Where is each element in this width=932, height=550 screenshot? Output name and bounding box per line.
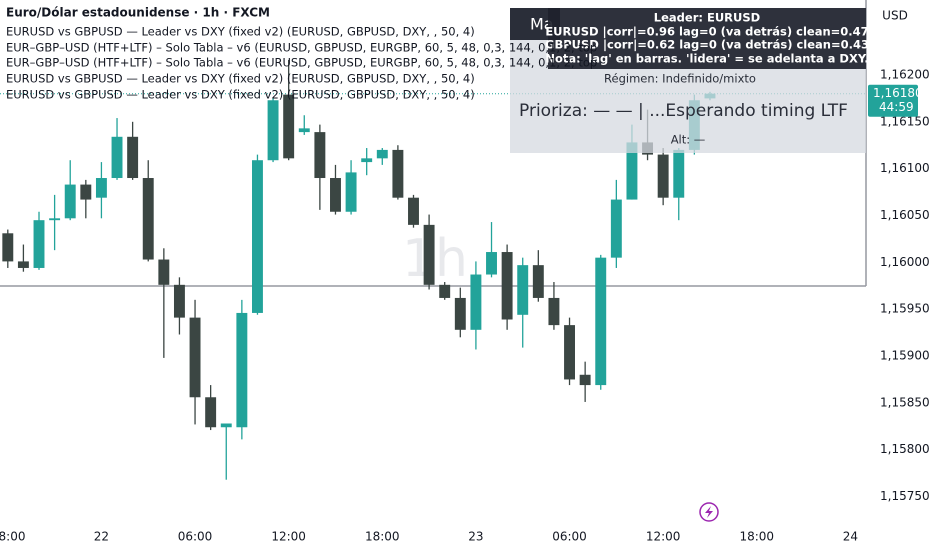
x-tick-label: 24 <box>843 530 858 544</box>
indicator-line: EUR–GBP–USD (HTF+LTF) – Solo Tabla – v6 … <box>6 56 597 70</box>
candle-body <box>173 284 185 318</box>
leader-table <box>548 8 866 69</box>
candle-body <box>501 252 513 320</box>
y-tick-label: 1,15800 <box>880 442 930 456</box>
indicator-line: EURUSD vs GBPUSD — Leader vs DXY (fixed … <box>6 25 475 39</box>
alt: Alt: — <box>671 133 706 147</box>
candle-body <box>127 136 139 179</box>
currency-button[interactable] <box>876 4 914 28</box>
candle-body <box>314 132 326 179</box>
stub-text: Ma <box>530 15 554 34</box>
candle-body <box>189 317 201 398</box>
indicator-line: EURUSD vs GBPUSD — Leader vs DXY (fixed … <box>6 88 475 102</box>
y-tick-label: 1,15950 <box>880 302 930 316</box>
x-tick-label: 06:00 <box>178 530 213 544</box>
y-tick-label: 1,16050 <box>880 208 930 222</box>
y-tick-label: 1,15750 <box>880 489 930 503</box>
overlay: Ma Leader: EURUSD EURUSD |corr|=0.96 lag… <box>510 8 869 153</box>
candle-body <box>298 128 310 133</box>
x-tick-label: 18:00 <box>365 530 400 544</box>
candle-body <box>49 218 61 221</box>
currency[interactable]: USD <box>882 9 908 23</box>
candle-body <box>392 149 404 198</box>
y-tick-label: 1,16150 <box>880 114 930 128</box>
y-tick-label: 1,16100 <box>880 161 930 175</box>
candle-body <box>95 178 107 198</box>
candle-body <box>532 265 544 298</box>
candle-body <box>80 184 92 200</box>
y-tick-label: 1,15850 <box>880 395 930 409</box>
candle-body <box>361 158 373 163</box>
regime: Régimen: Indefinido/mixto <box>604 72 756 86</box>
symbol-title: Euro/Dólar estadounidense · 1h · FXCM <box>6 6 270 20</box>
candle-body <box>158 259 170 285</box>
event-icon[interactable] <box>699 502 719 522</box>
candle-body <box>330 178 341 212</box>
candle-body <box>236 312 248 428</box>
x-tick-label: 23 <box>468 530 483 544</box>
x-tick-label: 8:00 <box>0 530 25 544</box>
leader-row: GBPUSD |corr|=0.62 lag=0 (va detrás) cle… <box>545 38 869 52</box>
last-price-label: 1,16180 <box>873 86 923 100</box>
last-price-box <box>868 84 918 117</box>
indicator-line: EUR–GBP–USD (HTF+LTF) – Solo Tabla – v6 … <box>6 41 597 55</box>
leader-note: Nota: 'lag' en barras. 'lidera' = se ade… <box>545 52 868 66</box>
priority: Prioriza: — — | ...Esperando timing LTF <box>519 101 848 121</box>
candle-body <box>595 257 607 386</box>
legend: Euro/Dólar estadounidense · 1h · FXCM EU… <box>6 6 597 102</box>
x-tick-label: 18:00 <box>739 530 774 544</box>
x-tick-label: 06:00 <box>552 530 587 544</box>
candle-body <box>205 397 217 428</box>
x-tick-label: 12:00 <box>646 530 681 544</box>
candle-body <box>64 184 76 219</box>
candle-body <box>111 136 123 179</box>
candle-body <box>564 325 575 380</box>
indicator-line: EURUSD vs GBPUSD — Leader vs DXY (fixed … <box>6 72 475 86</box>
candle-body <box>17 261 29 268</box>
candle-body <box>2 233 14 262</box>
candle-body <box>408 197 419 225</box>
candle-body <box>376 149 388 159</box>
candle-body <box>579 374 591 386</box>
watermark: 1h <box>402 229 468 289</box>
candle-body <box>142 178 154 260</box>
candle-body <box>267 100 279 161</box>
countdown: 44:59 <box>879 100 914 114</box>
candle-body <box>345 172 357 212</box>
candle-body <box>454 297 466 330</box>
candle-body <box>486 252 497 275</box>
candle-body <box>220 423 232 428</box>
candle-body <box>439 284 451 298</box>
candle-body <box>470 274 482 330</box>
candle-body <box>626 142 638 200</box>
candle-body <box>610 199 622 258</box>
candle-body <box>423 224 435 285</box>
candle-body <box>517 265 529 315</box>
y-tick-label: 1,16200 <box>880 67 930 81</box>
x-tick-label: 22 <box>94 530 109 544</box>
y-tick-label: 1,15900 <box>880 349 930 363</box>
leader-title: Leader: EURUSD <box>654 11 760 25</box>
candle-body <box>657 154 669 198</box>
candle-body <box>283 94 295 159</box>
y-tick-label: 1,16000 <box>880 255 930 269</box>
x-tick-label: 12:00 <box>271 530 306 544</box>
leader-row: EURUSD |corr|=0.96 lag=0 (va detrás) cle… <box>545 25 868 39</box>
candle-body <box>33 220 45 268</box>
event-icon-bolt <box>705 506 713 518</box>
candle-body <box>548 297 560 326</box>
candle-body <box>673 149 685 198</box>
candle-body <box>251 160 263 313</box>
